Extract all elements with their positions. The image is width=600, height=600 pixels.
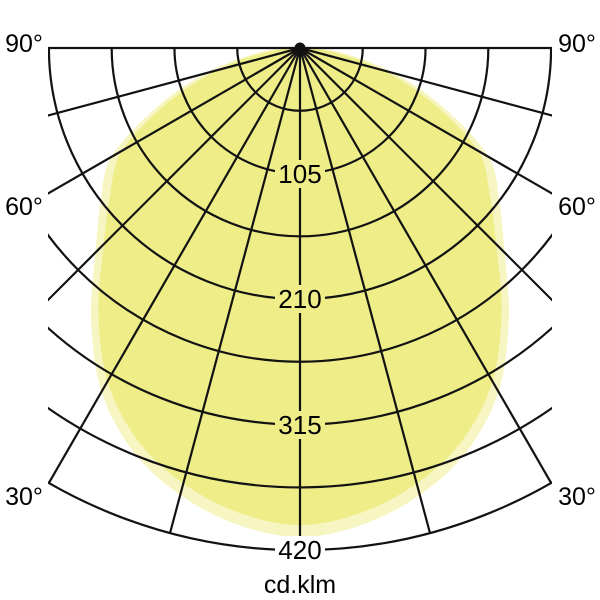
angle-label-left-60: 60° — [5, 193, 43, 221]
ring-label-315: 315 — [278, 410, 321, 440]
ring-label-210: 210 — [278, 284, 321, 314]
ring-label-mask-105 — [275, 160, 325, 188]
ring-label-mask-315 — [275, 411, 325, 439]
chart-labels: 90° 90° 60° 60° 30° 30° 105 210 315 420 … — [5, 30, 596, 599]
ring-label-masks — [275, 160, 325, 564]
ring-label-105: 105 — [278, 159, 321, 189]
angle-label-right-60: 60° — [558, 193, 596, 221]
angle-label-right-90: 90° — [558, 30, 596, 58]
ring-label-mask-420 — [275, 536, 325, 564]
angle-label-left-30: 30° — [5, 483, 43, 511]
angle-label-right-30: 30° — [558, 483, 596, 511]
ring-label-420: 420 — [278, 535, 321, 565]
unit-label: cd.klm — [264, 571, 336, 599]
angle-label-left-90: 90° — [5, 30, 43, 58]
ring-label-mask-210 — [275, 285, 325, 313]
